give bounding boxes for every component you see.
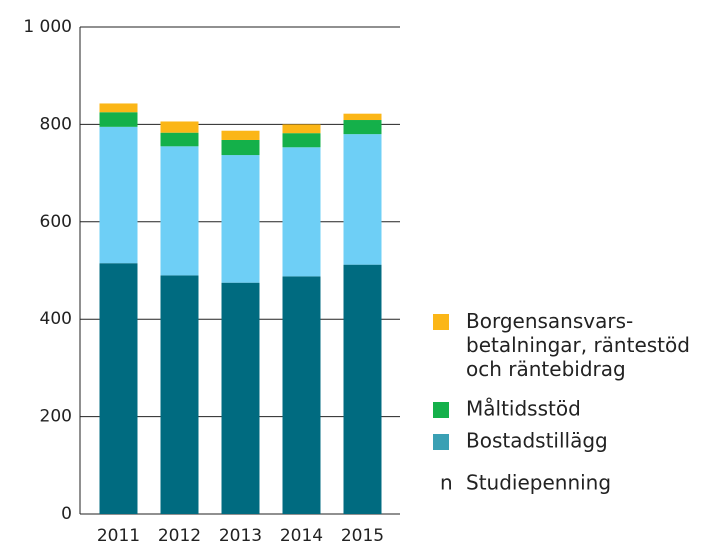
y-tick-label: 1 000 <box>23 17 72 37</box>
bar-segment <box>99 263 138 514</box>
y-tick-label: 200 <box>40 407 72 427</box>
legend-swatch <box>433 402 449 418</box>
bar-segment <box>221 155 260 283</box>
bar-segment <box>282 276 321 514</box>
bar-segment <box>343 120 382 135</box>
bar-segment <box>282 133 321 148</box>
bar-segment <box>99 112 138 127</box>
legend-label: Måltidsstöd <box>466 397 581 421</box>
bar-segment <box>160 121 199 133</box>
bar-segment <box>160 275 199 514</box>
bar-segment <box>343 113 382 121</box>
bar-segment <box>221 139 260 156</box>
x-tick-label: 2015 <box>341 526 384 546</box>
bar-segment <box>99 126 138 264</box>
legend-swatch <box>433 314 449 330</box>
legend-label: Borgensansvars-betalningar, räntestöd och… <box>466 309 690 381</box>
bar-segment <box>221 282 260 514</box>
bar-segment <box>282 147 321 277</box>
y-tick-label: 800 <box>40 114 72 134</box>
bar-segment <box>160 132 199 147</box>
legend-swatch <box>433 434 449 450</box>
bar-segment <box>343 264 382 514</box>
x-tick-label: 2012 <box>158 526 201 546</box>
bar-segment <box>99 103 138 113</box>
legend-label: Studiepenning <box>466 471 611 495</box>
legend-label: Bostadstillägg <box>466 429 608 453</box>
x-tick-label: 2014 <box>280 526 323 546</box>
x-tick-label: 2011 <box>97 526 140 546</box>
bar-segment <box>221 130 260 140</box>
y-tick-label: 600 <box>40 212 72 232</box>
y-tick-label: 0 <box>61 504 72 524</box>
bar-segment <box>343 134 382 265</box>
bar-segment <box>160 146 199 276</box>
x-tick-label: 2013 <box>219 526 262 546</box>
legend-marker: n <box>440 471 453 495</box>
y-tick-label: 400 <box>40 309 72 329</box>
bar-segment <box>282 124 321 134</box>
